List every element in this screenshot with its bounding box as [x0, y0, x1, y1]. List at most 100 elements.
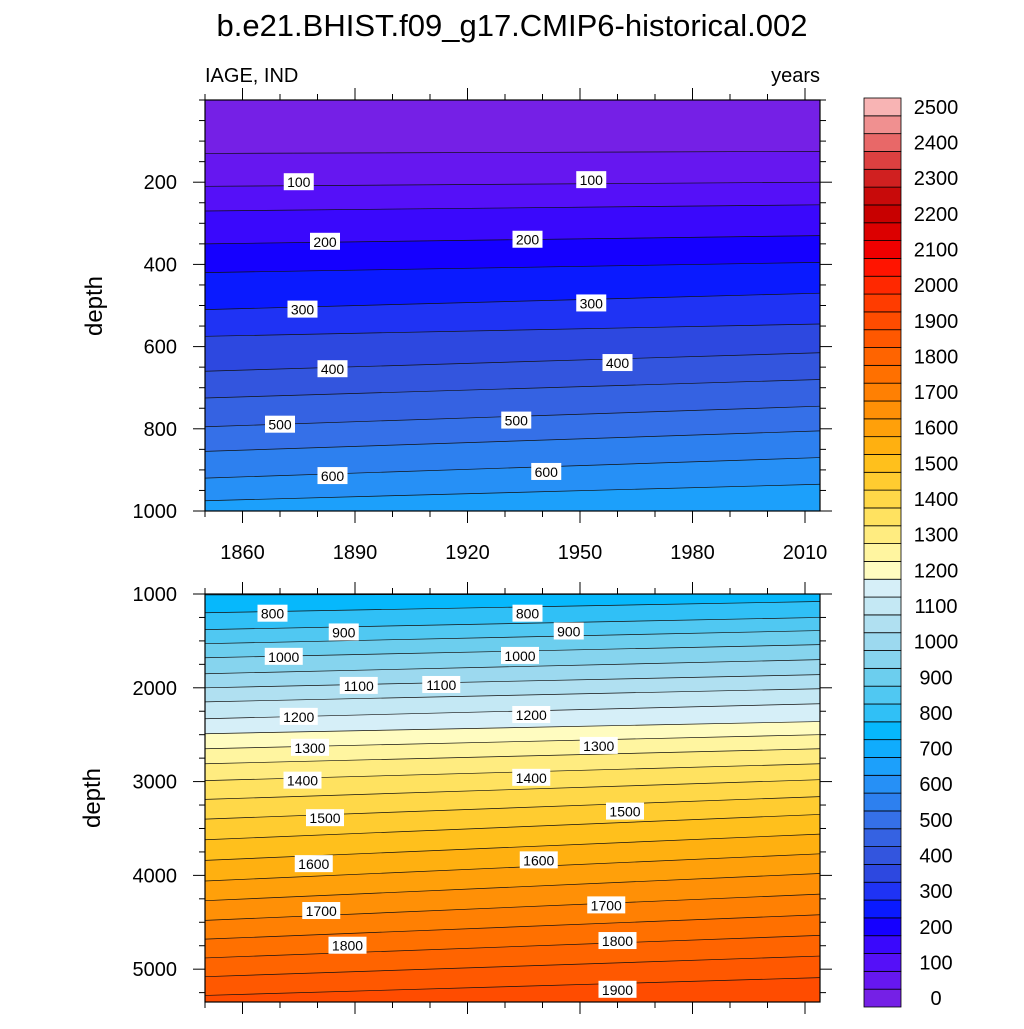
colorbar-box	[863, 507, 902, 527]
colorbar-box	[863, 454, 902, 473]
contour-label: 400	[321, 361, 345, 377]
contour-label-box	[501, 646, 539, 664]
y-tick-label: 600	[144, 337, 177, 359]
colorbar-box	[863, 347, 902, 366]
upper-panel-contour-labels: 100 100 200 200 300 300 400 400 500 500 600 600	[265, 171, 633, 485]
colorbar-label: 1400	[914, 489, 959, 511]
colorbar-label: 200	[919, 917, 952, 939]
colorbar-box	[863, 899, 902, 919]
contour-label: 1400	[516, 770, 547, 786]
colorbar-label: 300	[919, 881, 952, 903]
lower-panel-frame	[204, 593, 821, 1003]
contour-label: 400	[606, 355, 630, 371]
colorbar-box	[863, 382, 902, 402]
contour-label-box	[302, 902, 341, 920]
contour-label: 800	[516, 606, 540, 622]
contour-line	[205, 935, 820, 959]
colorbar-label: 900	[919, 667, 952, 689]
contour-line	[205, 151, 820, 154]
contour-line	[205, 204, 820, 212]
contour-label-box	[553, 622, 584, 640]
y-tick-label: 400	[144, 254, 177, 276]
contour-label-box	[265, 415, 295, 433]
colorbar-box	[863, 685, 902, 705]
contour-label-box	[283, 173, 314, 191]
lower-panel-contour-labels: 800 800 900 900 1000 1000 1100 1100 1200 1200 1300…	[257, 604, 644, 998]
x-tick-label: 1860	[220, 542, 265, 564]
contour-label-box	[602, 354, 633, 372]
y-tick-label: 4000	[133, 865, 178, 887]
colorbar-box	[863, 240, 902, 259]
contour-line	[205, 430, 820, 452]
contour-label-box	[294, 855, 333, 873]
colorbar-box	[863, 881, 902, 901]
colorbar-label: 1300	[914, 525, 959, 547]
x-tick-label: 1890	[333, 542, 378, 564]
contour-line	[205, 853, 820, 882]
y-tick-label: 800	[144, 419, 177, 441]
colorbar-box	[863, 489, 902, 509]
lower-depth-panel: 800 800 900 900 1000 1000 1100 1100 1200 1200 1300…	[79, 582, 832, 1014]
colorbar-box	[863, 133, 902, 152]
colorbar-label: 100	[919, 952, 952, 974]
colorbar-box	[863, 917, 902, 937]
colorbar-box	[863, 151, 902, 170]
colorbar-box	[863, 97, 902, 117]
colorbar-box	[863, 222, 902, 241]
colorbar-label: 1100	[914, 596, 957, 618]
contour-label-box	[598, 932, 637, 950]
colorbar-boxes	[863, 97, 902, 1008]
contour-label-box	[264, 647, 303, 665]
colorbar-box	[863, 418, 902, 438]
colorbar-box	[863, 953, 902, 972]
contour-label: 900	[557, 624, 581, 640]
colorbar-box	[863, 757, 902, 776]
colorbar-box	[863, 168, 902, 188]
colorbar-label: 1900	[914, 311, 959, 333]
contour-label-box	[291, 738, 329, 756]
upper-y-axis: 200 400 600 800 1000	[133, 99, 832, 523]
contour-label: 1800	[332, 938, 363, 954]
x-tick-label: 1980	[670, 542, 715, 564]
colorbar-box	[863, 792, 902, 812]
colorbar-labels: 0 100 200 300 400 500 600 700 800 900 1000 1100 1200…	[914, 97, 959, 1010]
colorbar-box	[863, 864, 902, 883]
colorbar-box	[863, 311, 902, 331]
chart-title: b.e21.BHIST.f09_g17.CMIP6-historical.002	[216, 8, 807, 43]
colorbar-label: 2400	[914, 133, 959, 155]
colorbar-box	[863, 293, 902, 313]
colorbar-box	[863, 561, 902, 580]
colorbar-box	[863, 774, 902, 794]
contour-label-box	[576, 171, 607, 189]
colorbar-box	[863, 186, 902, 206]
contour-label-box	[576, 294, 607, 312]
contour-label-box	[501, 411, 532, 429]
colorbar-label: 2200	[914, 204, 959, 226]
contour-label-box	[512, 705, 551, 723]
contour-line	[205, 779, 820, 800]
upper-depth-panel: 100 100 200 200 300 300 400 400 500 500 600 600 200…	[81, 88, 832, 564]
colorbar: 0 100 200 300 400 500 600 700 800 900 1000 1100 1200…	[863, 97, 959, 1010]
y-tick-label: 5000	[133, 959, 178, 981]
contour-label: 1100	[344, 678, 374, 694]
contour-label-box	[512, 604, 543, 622]
contour-line	[205, 955, 820, 978]
colorbar-box	[863, 471, 902, 491]
contour-label: 500	[505, 413, 529, 429]
colorbar-box	[863, 632, 902, 651]
contour-label: 1200	[283, 709, 314, 725]
colorbar-label: 2500	[914, 97, 959, 119]
colorbar-box	[863, 703, 902, 723]
contour-label: 800	[261, 606, 285, 622]
x-tick-label: 2010	[783, 542, 828, 564]
contour-label: 1700	[591, 897, 622, 913]
contour-label: 600	[535, 464, 559, 480]
contour-band	[205, 594, 820, 596]
colorbar-box	[863, 739, 902, 758]
contour-label-box	[587, 896, 626, 914]
colorbar-label: 400	[919, 846, 952, 868]
y-tick-label: 3000	[133, 772, 178, 794]
contour-label: 500	[268, 417, 292, 433]
contour-label: 300	[580, 295, 604, 311]
